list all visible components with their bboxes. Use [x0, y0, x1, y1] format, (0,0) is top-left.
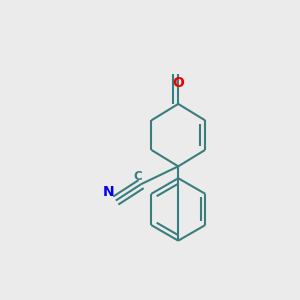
Text: N: N	[103, 185, 114, 199]
Text: C: C	[134, 170, 142, 183]
Text: O: O	[172, 76, 184, 90]
